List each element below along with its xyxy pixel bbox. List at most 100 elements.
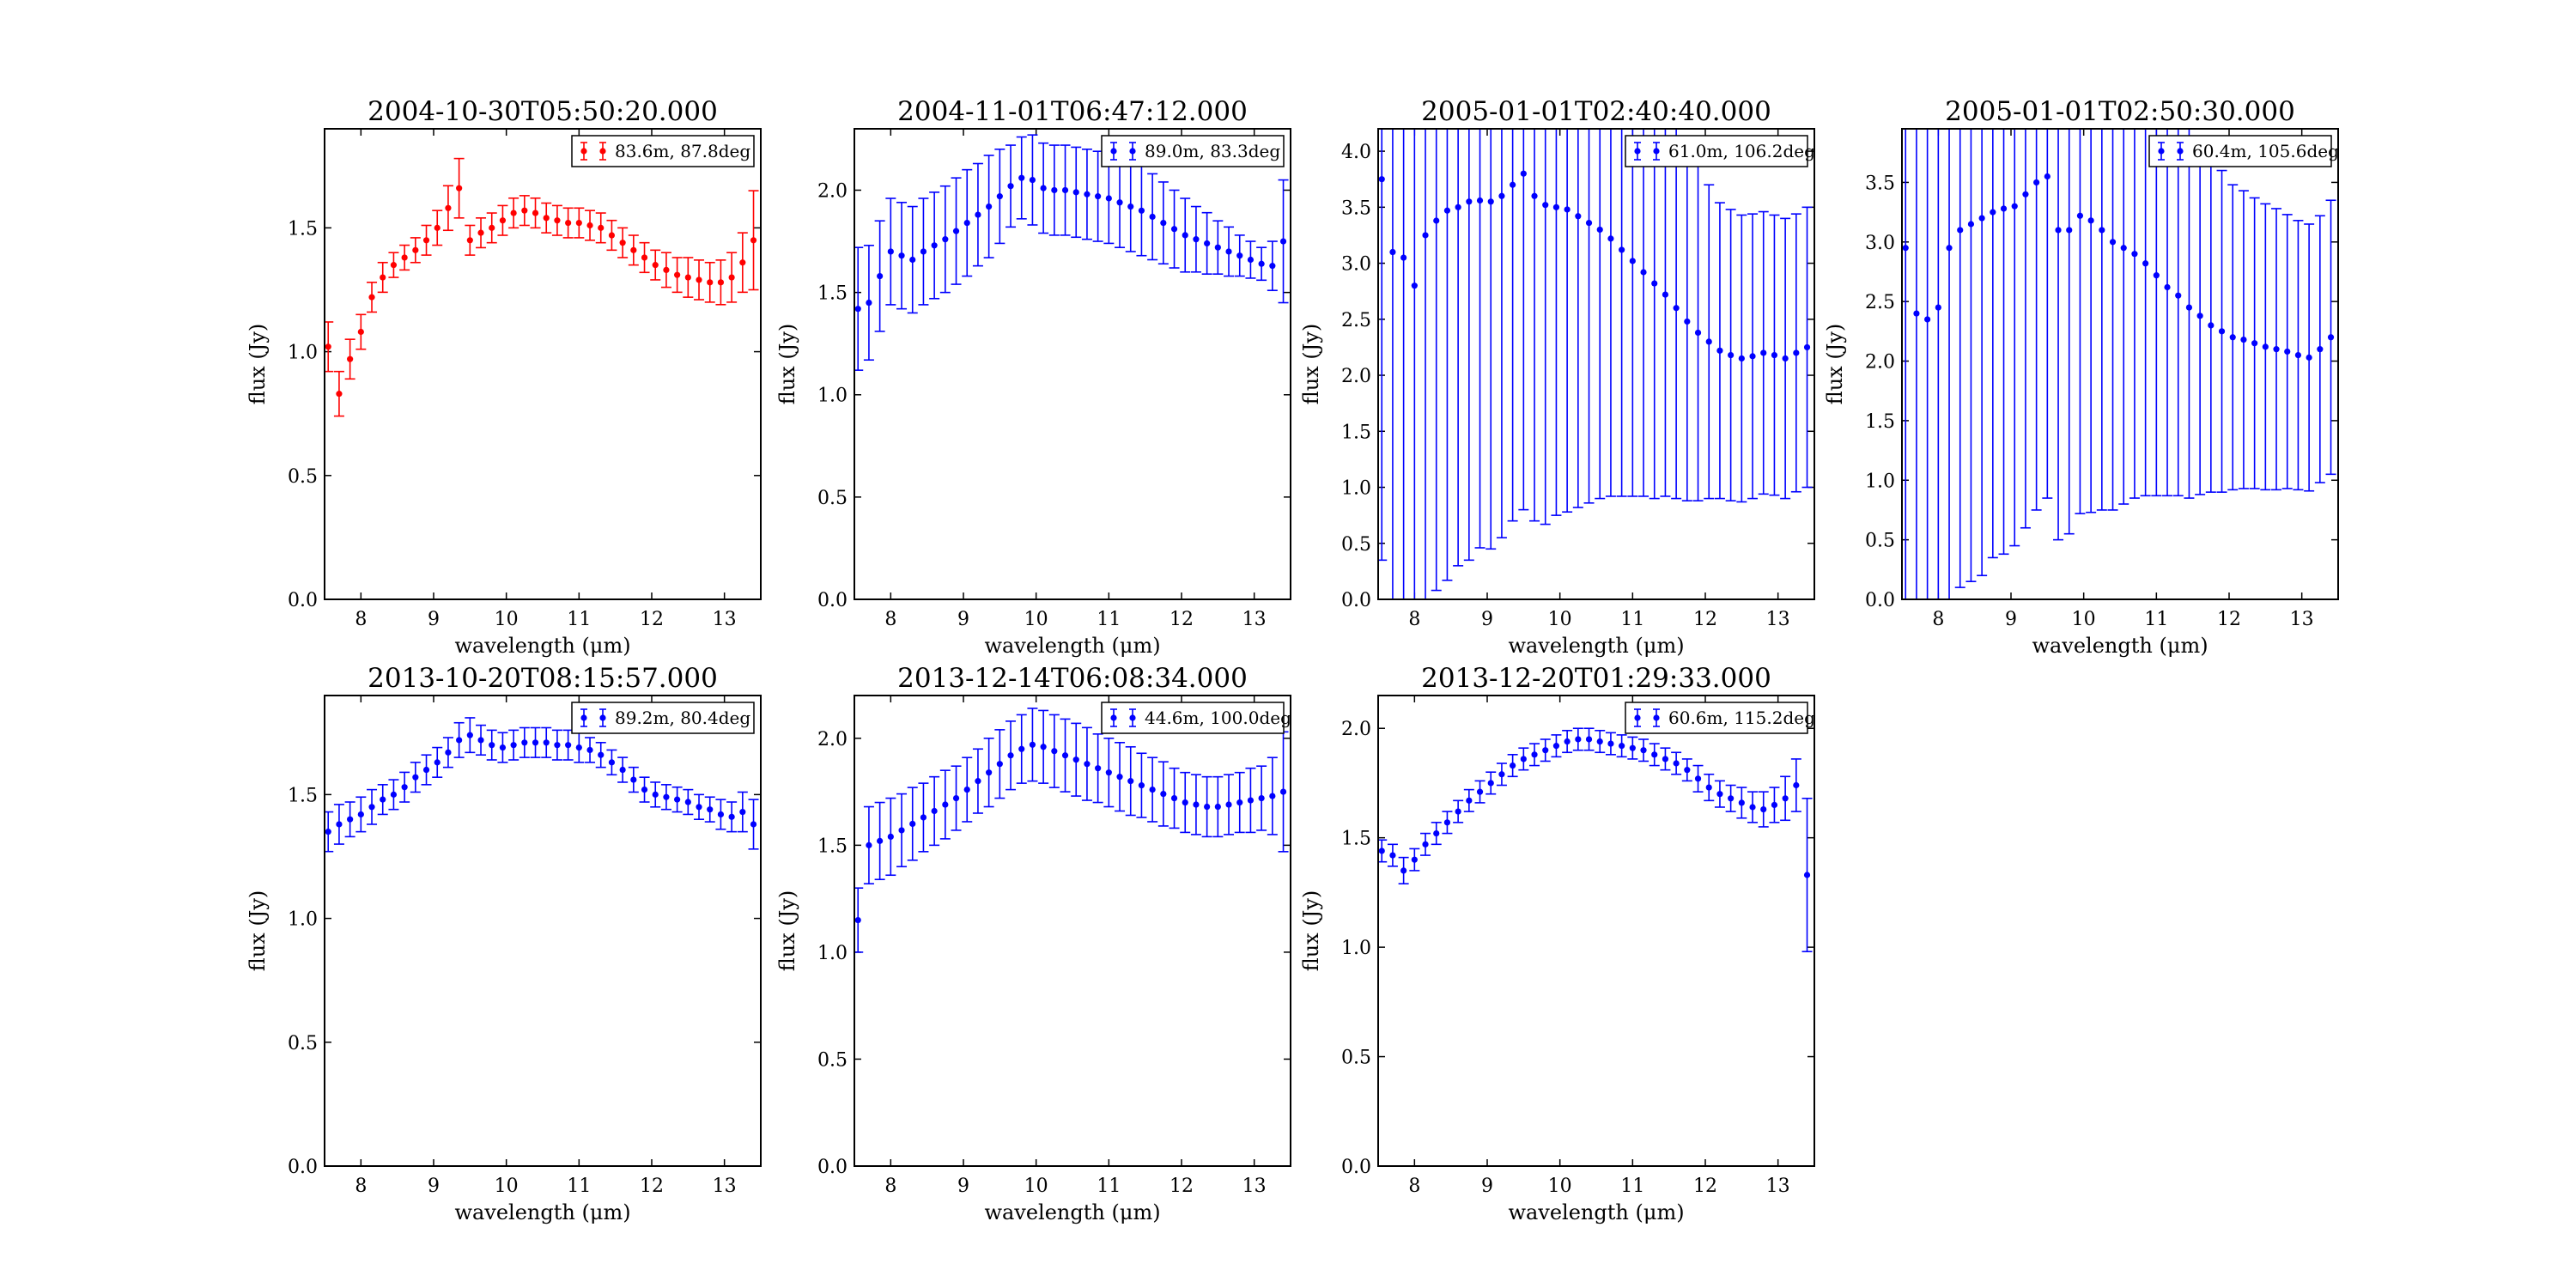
legend-label: 89.0m, 83.3deg	[1145, 141, 1280, 161]
data-point	[1803, 343, 1811, 351]
y-tick-label: 1.5	[817, 835, 848, 857]
data-point	[1760, 349, 1767, 356]
data-point	[532, 210, 539, 216]
data-point	[2317, 346, 2324, 353]
data-point	[663, 793, 670, 800]
data-point	[2066, 227, 2073, 234]
y-tick-label: 1.5	[817, 283, 848, 305]
data-point	[1673, 305, 1680, 312]
data-point	[489, 224, 495, 231]
data-point	[1236, 799, 1243, 806]
data-point	[1051, 748, 1058, 755]
x-axis-label: wavelength (μm)	[1508, 1200, 1684, 1224]
chart-title: 2005-01-01T02:40:40.000	[1421, 96, 1771, 127]
data-point	[1072, 756, 1079, 763]
data-point	[1389, 248, 1396, 256]
data-point	[739, 808, 746, 816]
y-tick-label: 2.0	[817, 729, 848, 750]
data-point	[898, 827, 905, 834]
y-tick-label: 0.5	[817, 1049, 848, 1071]
x-tick-label: 9	[957, 1176, 969, 1197]
data-point	[445, 204, 452, 211]
data-point	[1564, 206, 1571, 213]
data-point	[1607, 740, 1614, 747]
data-point	[598, 224, 605, 231]
x-tick-label: 12	[640, 609, 664, 630]
data-point	[684, 799, 691, 805]
data-point	[652, 791, 659, 798]
legend-marker	[2158, 148, 2165, 155]
data-point	[1433, 217, 1440, 224]
data-point	[887, 833, 894, 841]
data-point	[1716, 347, 1723, 354]
y-tick-label: 0.5	[1341, 1048, 1371, 1069]
data-point	[674, 271, 681, 278]
data-point	[1225, 801, 1232, 808]
data-point	[1443, 819, 1451, 826]
x-tick-label: 9	[428, 609, 440, 630]
data-point	[521, 739, 528, 746]
data-point	[931, 242, 938, 249]
data-point	[986, 203, 993, 210]
data-point	[877, 272, 884, 280]
data-point	[2142, 260, 2149, 267]
x-tick-label: 13	[713, 1176, 737, 1197]
legend: 44.6m, 100.0deg	[1101, 702, 1291, 734]
data-layer	[325, 717, 759, 853]
y-axis-label: flux (Jy)	[775, 324, 799, 405]
data-point	[2033, 179, 2040, 186]
data-point	[1694, 775, 1702, 782]
data-point	[586, 222, 593, 229]
data-point	[1694, 329, 1702, 337]
data-point	[1018, 745, 1025, 752]
data-point	[2153, 272, 2160, 279]
data-point	[477, 737, 484, 744]
x-tick-label: 13	[713, 609, 737, 630]
data-point	[368, 294, 375, 301]
data-layer	[1902, 129, 2336, 599]
x-tick-label: 10	[2072, 609, 2096, 630]
data-point	[1476, 197, 1484, 204]
data-point	[750, 821, 757, 828]
data-point	[1705, 338, 1712, 345]
data-point	[952, 228, 960, 234]
x-tick-label: 9	[957, 609, 969, 630]
data-point	[1400, 254, 1407, 261]
data-point	[2273, 346, 2280, 353]
legend-marker	[580, 714, 587, 721]
data-point	[1510, 762, 1516, 769]
data-point	[1258, 794, 1265, 802]
y-tick-label: 0.0	[1341, 1157, 1371, 1178]
data-point	[1771, 801, 1778, 809]
data-point	[325, 343, 331, 350]
chart-title: 2004-11-01T06:47:12.000	[897, 96, 1248, 127]
data-point	[586, 746, 593, 754]
data-point	[1160, 220, 1167, 227]
y-tick-label: 0.5	[288, 466, 318, 488]
x-axis-label: wavelength (μm)	[1508, 634, 1684, 658]
data-point	[598, 751, 605, 758]
legend-marker	[1634, 714, 1641, 721]
x-tick-label: 10	[495, 609, 519, 630]
data-point	[619, 766, 626, 774]
data-layer	[854, 134, 1289, 371]
data-point	[2022, 191, 2029, 197]
plot-frame	[854, 128, 1291, 600]
x-tick-label: 11	[2144, 609, 2168, 630]
x-axis-label: wavelength (μm)	[2032, 634, 2208, 658]
y-tick-label: 1.0	[288, 909, 318, 931]
data-point	[1619, 246, 1625, 253]
data-point	[1793, 781, 1800, 789]
x-axis-label: wavelength (μm)	[454, 1200, 630, 1224]
data-point	[1585, 736, 1593, 743]
x-tick-label: 8	[355, 609, 367, 630]
data-point	[2327, 334, 2335, 341]
x-tick-label: 13	[1242, 609, 1267, 630]
y-tick-label: 2.0	[1865, 352, 1895, 374]
data-point	[2087, 217, 2094, 224]
data-point	[422, 237, 430, 244]
data-point	[2208, 322, 2215, 329]
data-point	[1738, 355, 1745, 362]
data-point	[1279, 788, 1287, 795]
y-tick-label: 0.0	[1865, 590, 1895, 611]
